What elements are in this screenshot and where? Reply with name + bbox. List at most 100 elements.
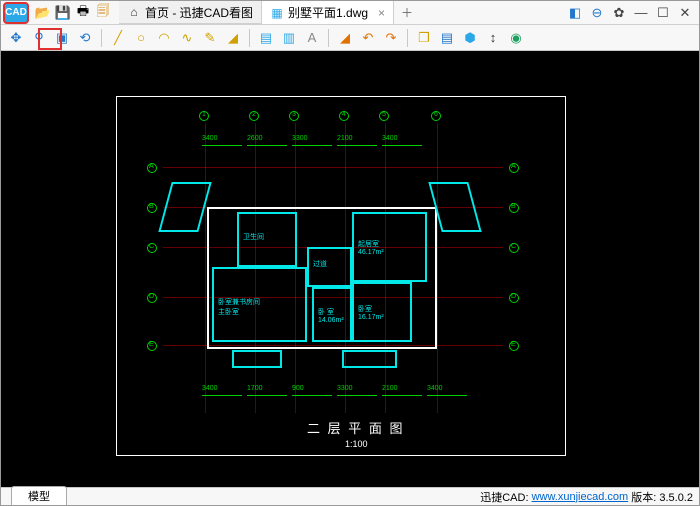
grid-label: E — [511, 341, 516, 348]
print-icon[interactable]: 🖶 — [75, 5, 91, 21]
new-tab-button[interactable]: ＋ — [394, 4, 420, 21]
room-label: 起居室 — [358, 239, 379, 249]
dimension-line — [427, 395, 467, 396]
room-area: 14.06m² — [318, 317, 344, 324]
grid-label: 1 — [202, 111, 206, 118]
open-icon[interactable]: 📂 — [35, 5, 51, 21]
minimize-icon[interactable]: — — [633, 5, 649, 21]
titlebar-quick-icons: 📂💾🖶🗐 — [31, 5, 115, 21]
grid-label: 6 — [434, 111, 438, 118]
dimension-label: 3300 — [292, 135, 308, 142]
toolbar-separator — [249, 29, 250, 47]
pan-icon[interactable]: ✥ — [7, 29, 25, 47]
layers-icon[interactable]: ❐ — [415, 29, 433, 47]
dimension-label: 3300 — [337, 385, 353, 392]
settings-icon[interactable]: ✿ — [611, 5, 627, 21]
layer1-icon[interactable]: ▤ — [257, 29, 275, 47]
zoom-prev-icon[interactable]: ⟲ — [76, 29, 94, 47]
status-version: 版本: 3.5.0.2 — [631, 489, 693, 505]
dimension-label: 2600 — [247, 135, 263, 142]
dimension-label: 3400 — [202, 385, 218, 392]
tab-label: 别墅平面1.dwg — [288, 4, 368, 21]
maximize-icon[interactable]: ☐ — [655, 5, 671, 21]
main-toolbar: ✥ ⚲ ▣ ⟲ ╱ ○ ◠ ∿ ✎ ◢ ▤ ▥ A ◢ ↶ ↷ ❐ ▤ ⬢ ↕ ◉ — [1, 25, 699, 51]
toolbar-separator — [101, 29, 102, 47]
dimension-line — [337, 145, 377, 146]
dimension-label: 3400 — [427, 385, 443, 392]
redo-icon[interactable]: ↷ — [382, 29, 400, 47]
room-label: 卫生间 — [243, 232, 264, 242]
grid-label: A — [149, 163, 154, 170]
drawing-title: 二 层 平 面 图 — [307, 418, 404, 437]
grid-label: 2 — [252, 111, 256, 118]
layer2-icon[interactable]: ▥ — [280, 29, 298, 47]
grid-label: D — [511, 293, 516, 300]
grid-label: 4 — [342, 111, 346, 118]
dimension-line — [337, 395, 377, 396]
measure-icon[interactable]: ↕ — [484, 29, 502, 47]
tab-label: 首页 - 迅捷CAD看图 — [145, 4, 253, 21]
dimension-label: 3400 — [202, 135, 218, 142]
close-icon[interactable]: ✕ — [677, 5, 693, 21]
tab-icon: ⌂ — [127, 5, 141, 19]
dimension-line — [247, 145, 287, 146]
dimension-label: 2100 — [337, 135, 353, 142]
room-area: 16.17m² — [358, 314, 384, 321]
pencil-icon[interactable]: ✎ — [201, 29, 219, 47]
arc-icon[interactable]: ◠ — [155, 29, 173, 47]
grid-label: E — [149, 341, 154, 348]
grid-label: C — [511, 243, 516, 250]
save-icon[interactable]: 💾 — [55, 5, 71, 21]
erase-icon[interactable]: ◢ — [336, 29, 354, 47]
dimension-line — [247, 395, 287, 396]
dock-icon[interactable]: ◧ — [567, 5, 583, 21]
dimension-line — [202, 395, 242, 396]
line-icon[interactable]: ╱ — [109, 29, 127, 47]
polyline-icon[interactable]: ∿ — [178, 29, 196, 47]
circle-icon[interactable]: ○ — [132, 29, 150, 47]
room-label: 卧 室 — [318, 307, 334, 317]
book-icon[interactable]: ▤ — [438, 29, 456, 47]
status-brand: 迅捷CAD: — [480, 489, 528, 505]
dimension-line — [202, 145, 242, 146]
room-label: 卧室兼书房间 — [218, 297, 260, 307]
statusbar: 模型 迅捷CAD: www.xunjiecad.com 版本: 3.5.0.2 — [1, 487, 699, 505]
zoomout-icon[interactable]: ⊖ — [589, 5, 605, 21]
grid-label: B — [149, 203, 154, 210]
status-url[interactable]: www.xunjiecad.com — [532, 491, 629, 503]
grid-label: A — [511, 163, 516, 170]
grid-label: D — [149, 293, 154, 300]
drawing-canvas[interactable]: 卧室兼书房间主卧室卫生间过道起居室46.17m²卧室16.17m²卧 室14.0… — [1, 51, 699, 487]
dimension-line — [292, 395, 332, 396]
app-logo: CAD — [3, 2, 29, 24]
grid-label: 3 — [292, 111, 296, 118]
document-tabs: ⌂ 首页 - 迅捷CAD看图 ▦ 别墅平面1.dwg × — [119, 1, 394, 24]
room-area: 主卧室 — [218, 307, 239, 317]
dimension-line — [382, 395, 422, 396]
highlight-icon[interactable]: ◢ — [224, 29, 242, 47]
undo-icon[interactable]: ↶ — [359, 29, 377, 47]
tab-active[interactable]: ▦ 别墅平面1.dwg × — [262, 1, 394, 24]
drawing-scale: 1:100 — [345, 439, 368, 449]
grid-label: 5 — [382, 111, 386, 118]
tab-inactive[interactable]: ⌂ 首页 - 迅捷CAD看图 — [119, 1, 262, 24]
dimension-line — [292, 145, 332, 146]
zoom-extents-icon[interactable]: ▣ — [53, 29, 71, 47]
tab-icon: ▦ — [270, 6, 284, 20]
box3d-icon[interactable]: ⬢ — [461, 29, 479, 47]
window-controls: ◧ ⊖ ✿ — ☐ ✕ — [561, 5, 699, 21]
text-icon[interactable]: A — [303, 29, 321, 47]
tab-close-icon[interactable]: × — [378, 6, 385, 20]
globe-icon[interactable]: ◉ — [507, 29, 525, 47]
dimension-label: 900 — [292, 385, 304, 392]
dimension-line — [382, 145, 422, 146]
model-tab[interactable]: 模型 — [11, 486, 67, 505]
dimension-label: 3400 — [382, 135, 398, 142]
room-label: 卧室 — [358, 304, 372, 314]
room-area: 46.17m² — [358, 249, 384, 256]
titlebar: CAD 📂💾🖶🗐 ⌂ 首页 - 迅捷CAD看图 ▦ 别墅平面1.dwg × ＋ ◧ ⊖ ✿ —… — [1, 1, 699, 25]
export-icon[interactable]: 🗐 — [95, 5, 111, 21]
grid-label: C — [149, 243, 154, 250]
zoom-window-icon[interactable]: ⚲ — [30, 29, 48, 47]
toolbar-separator — [407, 29, 408, 47]
